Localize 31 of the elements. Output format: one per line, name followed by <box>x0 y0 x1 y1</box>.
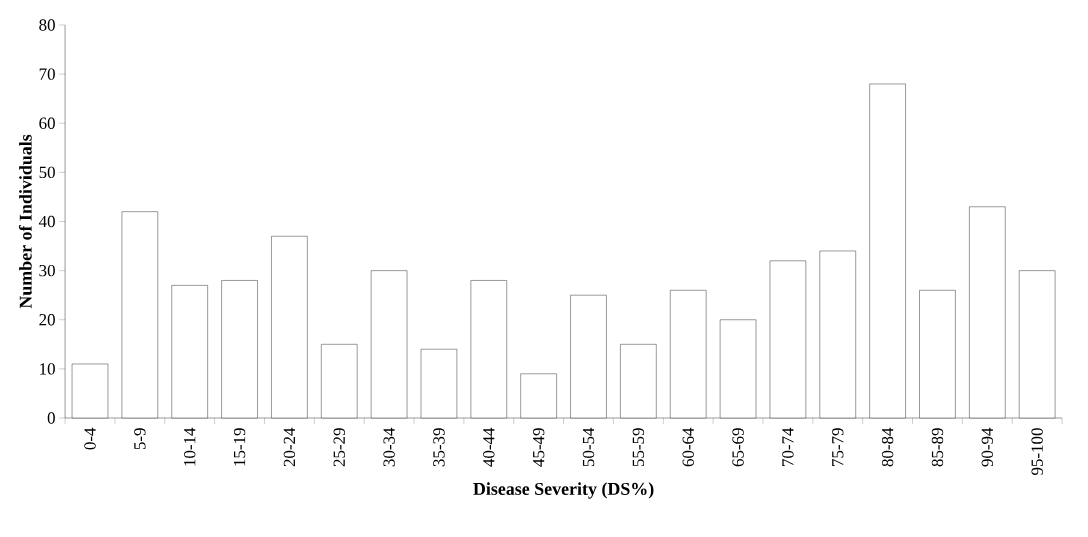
x-axis-title: Disease Severity (DS%) <box>473 482 654 499</box>
x-tick-label: 85-89 <box>931 428 944 467</box>
x-tick-label: 80-84 <box>881 427 894 467</box>
y-tick-label: 20 <box>39 314 55 326</box>
x-tick-label: 70-74 <box>782 427 794 466</box>
x-tick-label: 10-14 <box>183 427 196 466</box>
x-tick-label: 55-59 <box>632 428 645 467</box>
x-tick-label: 90-94 <box>981 427 994 467</box>
x-tick-label: 60-64 <box>682 427 694 467</box>
y-tick-label: 0 <box>47 412 55 424</box>
y-tick-label: 70 <box>39 68 55 80</box>
x-tick-label: 5-9 <box>134 428 146 450</box>
y-axis-title: Number of Individuals <box>18 134 32 309</box>
y-tick-label: 30 <box>39 264 55 277</box>
y-tick-label: 60 <box>39 117 55 129</box>
x-tick-label: 25-29 <box>333 428 345 467</box>
x-tick-label: 35-39 <box>433 428 445 467</box>
y-tick-label: 10 <box>40 363 55 375</box>
x-tick-label: 15-19 <box>233 428 246 466</box>
x-tick-label: 75-79 <box>832 428 844 466</box>
x-tick-label: 30-34 <box>383 427 395 467</box>
x-tick-label: 50-54 <box>582 427 595 467</box>
x-tick-label: 40-44 <box>483 427 495 467</box>
x-tick-label: 95-100 <box>1031 428 1043 475</box>
x-tick-label: 65-69 <box>732 428 744 467</box>
y-tick-label: 50 <box>39 166 55 179</box>
y-tick-label: 40 <box>38 215 55 228</box>
x-tick-label: 45-49 <box>532 428 545 467</box>
x-tick-label: 0-4 <box>84 427 96 450</box>
y-tick-label: 80 <box>39 19 55 31</box>
x-tick-label: 20-24 <box>283 427 296 467</box>
